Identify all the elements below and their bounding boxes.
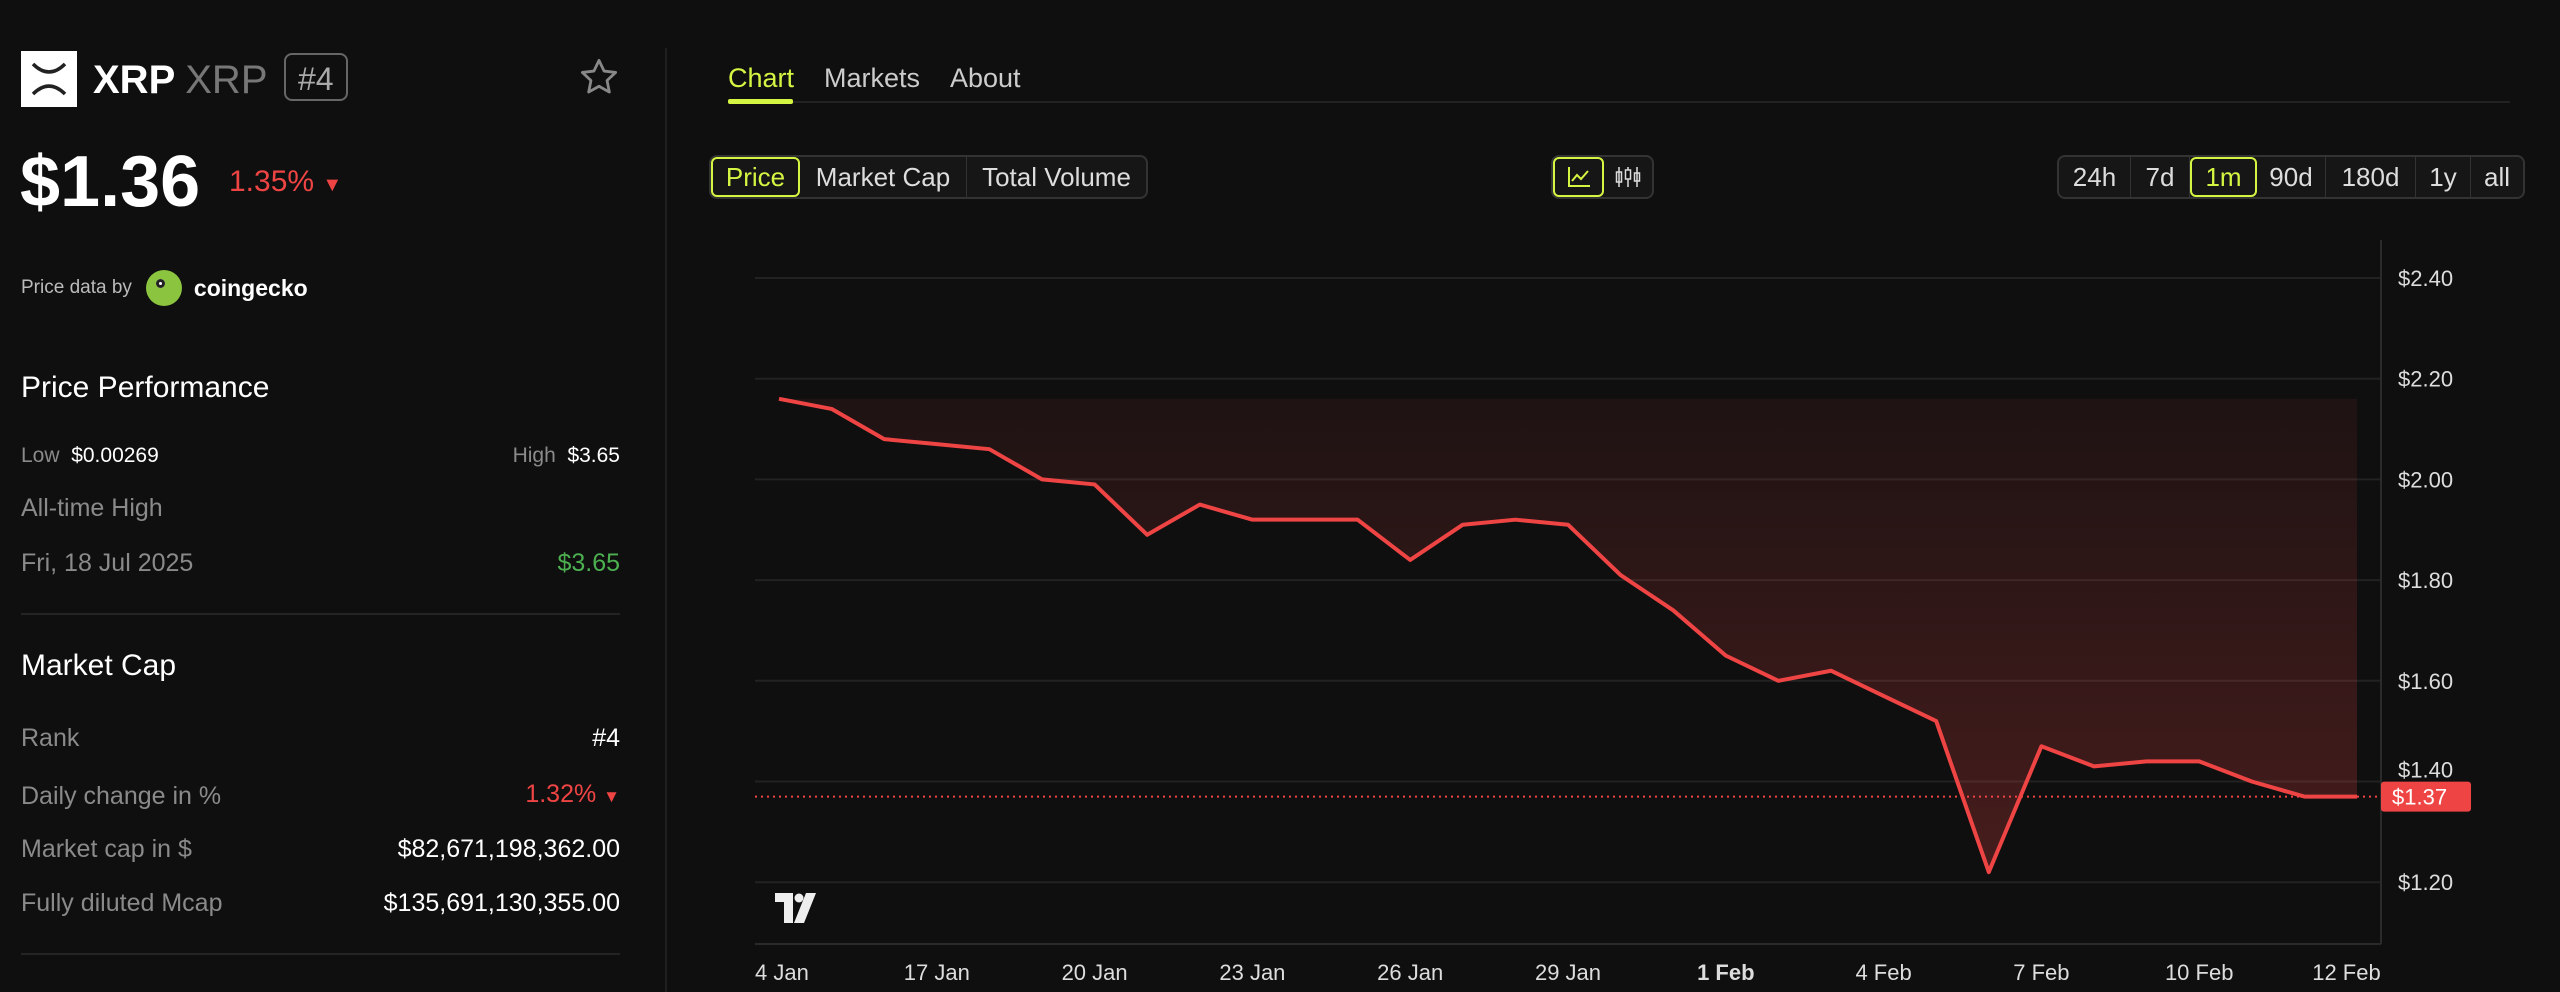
price-performance-heading: Price Performance	[21, 371, 270, 404]
divider	[21, 613, 620, 615]
divider	[21, 953, 620, 955]
market-cap-heading: Market Cap	[21, 649, 177, 682]
daily-change-row: Daily change in % 1.32% ▼	[21, 776, 620, 815]
ath-value: $3.65	[557, 549, 620, 577]
panel-divider	[665, 48, 667, 992]
line-chart-button[interactable]	[1553, 157, 1604, 197]
coin-symbol: XRP	[185, 58, 268, 102]
current-price: $1.36	[20, 142, 201, 222]
tab-markets[interactable]: Markets	[824, 63, 921, 93]
row-label: Fully diluted Mcap	[21, 889, 223, 917]
y-tick-label: $2.00	[2398, 467, 2453, 492]
low-value: $0.00269	[71, 444, 159, 467]
ath-label-row: All-time High	[21, 490, 620, 526]
y-tick-label: $1.80	[2398, 568, 2453, 593]
x-tick-label: 7 Feb	[2013, 960, 2069, 985]
coingecko-logo-icon	[145, 270, 182, 306]
range-90d-button[interactable]: 90d	[2257, 157, 2326, 197]
range-1m-button[interactable]: 1m	[2190, 157, 2257, 197]
market-cap-button[interactable]: Market Cap	[800, 157, 967, 197]
row-label: Daily change in %	[21, 781, 222, 810]
high-value: $3.65	[567, 444, 620, 467]
row-label: Rank	[21, 724, 80, 752]
down-arrow-icon: ▼	[603, 787, 620, 806]
coin-title: XRP XRP	[93, 52, 268, 108]
ath-label: All-time High	[21, 494, 163, 522]
total-volume-button[interactable]: Total Volume	[982, 161, 1131, 192]
x-tick-label: 26 Jan	[1377, 960, 1443, 985]
price-attribution: Price data by coingecko	[21, 270, 308, 306]
range-7d-button[interactable]: 7d	[2131, 157, 2190, 197]
x-tick-label: 4 Feb	[1855, 960, 1911, 985]
attribution-label: Price data by	[21, 277, 132, 298]
tradingview-logo-icon	[775, 893, 816, 923]
x-tick-label: 20 Jan	[1062, 960, 1128, 985]
time-range-toggle: 24h 7d 1m 90d 180d 1y all	[2057, 155, 2525, 199]
price-area-fill	[779, 398, 2357, 873]
coin-name: XRP	[93, 58, 176, 102]
current-price-tag	[2381, 781, 2471, 812]
down-arrow-icon: ▼	[322, 174, 343, 196]
rank-row: Rank #4	[21, 720, 620, 756]
price-change-value: 1.35%	[229, 165, 315, 198]
rank-badge: #4	[284, 53, 348, 101]
x-tick-label: 29 Jan	[1535, 960, 1601, 985]
row-value: #4	[592, 724, 620, 752]
line-chart-icon	[1567, 167, 1590, 187]
range-180d-button[interactable]: 180d	[2326, 157, 2416, 197]
y-tick-label: $2.20	[2398, 367, 2453, 392]
row-label: Market cap in $	[21, 835, 192, 863]
x-tick-label: 10 Feb	[2165, 960, 2234, 985]
high-label: High	[512, 444, 556, 467]
current-price-tag-label: $1.37	[2392, 785, 2447, 810]
tab-about[interactable]: About	[950, 63, 1021, 93]
row-value: $82,671,198,362.00	[397, 835, 620, 863]
row-value: $135,691,130,355.00	[383, 889, 620, 917]
tab-chart[interactable]: Chart	[728, 63, 795, 93]
x-tick-label: 23 Jan	[1219, 960, 1285, 985]
range-24h-button[interactable]: 24h	[2059, 157, 2131, 197]
low-high-row: Low $0.00269 High $3.65	[21, 438, 620, 474]
candlestick-icon	[1615, 167, 1641, 187]
xrp-logo	[21, 51, 77, 107]
price-change: 1.35% ▼	[229, 162, 342, 205]
star-outline-icon[interactable]	[578, 56, 620, 98]
y-tick-label: $1.40	[2398, 758, 2453, 783]
candlestick-button[interactable]	[1604, 157, 1652, 197]
range-all-button[interactable]: all	[2483, 161, 2510, 192]
y-tick-label: $1.60	[2398, 669, 2453, 694]
y-tick-label: $2.40	[2398, 266, 2453, 291]
x-tick-label: 17 Jan	[904, 960, 970, 985]
tab-bar-line	[728, 101, 2510, 103]
fdv-row: Fully diluted Mcap $135,691,130,355.00	[21, 885, 620, 921]
x-tick-label: 4 Jan	[755, 960, 809, 985]
ath-date: Fri, 18 Jul 2025	[21, 549, 194, 577]
low-label: Low	[21, 444, 60, 467]
provider-name[interactable]: coingecko	[193, 275, 308, 301]
row-value: 1.32%	[525, 780, 597, 808]
active-tab-indicator	[728, 99, 793, 104]
market-cap-row: Market cap in $ $82,671,198,362.00	[21, 831, 620, 867]
range-1y-button[interactable]: 1y	[2416, 157, 2471, 197]
chart-type-toggle	[1551, 155, 1654, 199]
ath-row: Fri, 18 Jul 2025 $3.65	[21, 545, 620, 581]
metric-toggle: Price Market Cap Total Volume	[709, 155, 1148, 199]
x-tick-label: 12 Feb	[2312, 960, 2381, 985]
x-tick-label: 1 Feb	[1697, 960, 1754, 985]
y-tick-label: $1.20	[2398, 870, 2453, 895]
price-button[interactable]: Price	[711, 157, 800, 197]
